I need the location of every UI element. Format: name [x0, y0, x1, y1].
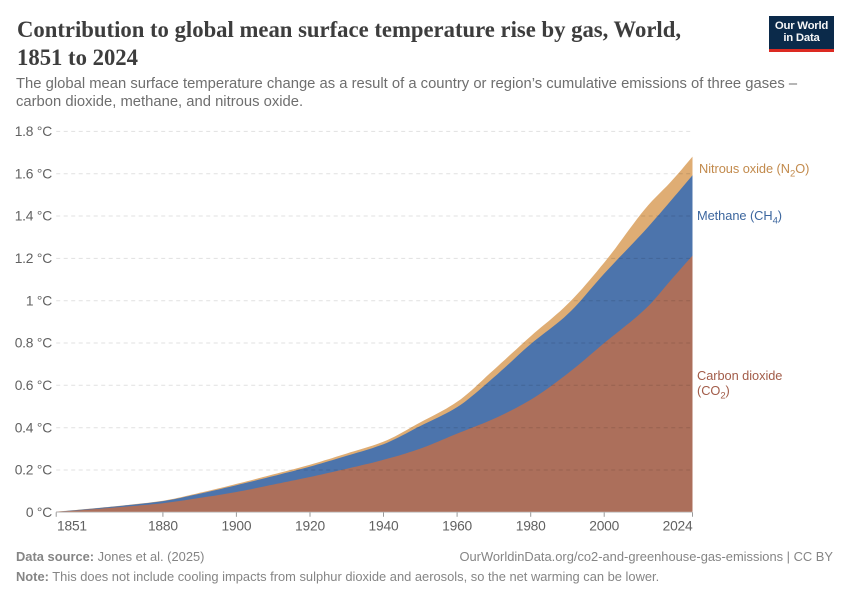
svg-text:1980: 1980: [516, 518, 546, 533]
svg-text:2024: 2024: [663, 518, 693, 533]
svg-text:1940: 1940: [369, 518, 399, 533]
svg-text:0 °C: 0 °C: [26, 505, 52, 520]
svg-text:2000: 2000: [589, 518, 619, 533]
svg-text:1 °C: 1 °C: [26, 293, 52, 308]
svg-text:1880: 1880: [148, 518, 178, 533]
svg-text:1.2 °C: 1.2 °C: [15, 251, 53, 266]
svg-text:1851: 1851: [57, 518, 87, 533]
svg-text:1.8 °C: 1.8 °C: [15, 124, 53, 139]
svg-text:0.2 °C: 0.2 °C: [15, 463, 53, 478]
svg-text:1.6 °C: 1.6 °C: [15, 166, 53, 181]
svg-text:1960: 1960: [442, 518, 472, 533]
svg-text:1.4 °C: 1.4 °C: [15, 209, 53, 224]
svg-text:0.8 °C: 0.8 °C: [15, 336, 53, 351]
svg-text:1900: 1900: [221, 518, 251, 533]
svg-text:0.4 °C: 0.4 °C: [15, 420, 53, 435]
svg-text:0.6 °C: 0.6 °C: [15, 378, 53, 393]
svg-text:1920: 1920: [295, 518, 325, 533]
